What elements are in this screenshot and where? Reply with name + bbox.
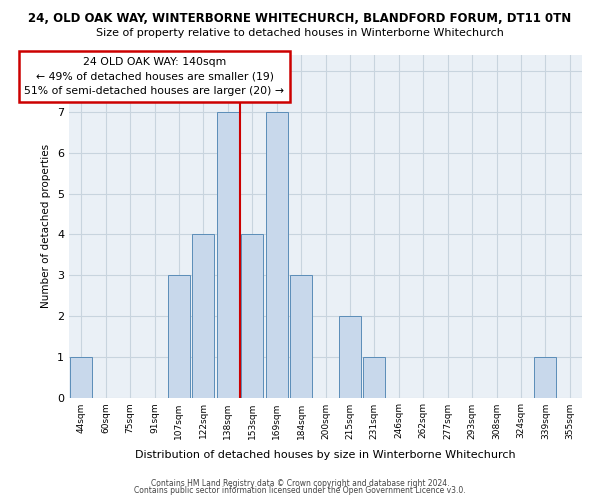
- Bar: [364, 356, 385, 398]
- Y-axis label: Number of detached properties: Number of detached properties: [41, 144, 52, 308]
- Bar: [339, 316, 361, 398]
- Text: Contains HM Land Registry data © Crown copyright and database right 2024.: Contains HM Land Registry data © Crown c…: [151, 478, 449, 488]
- Bar: [535, 356, 556, 398]
- Text: Size of property relative to detached houses in Winterborne Whitechurch: Size of property relative to detached ho…: [96, 28, 504, 38]
- Bar: [168, 275, 190, 398]
- Bar: [290, 275, 312, 398]
- Bar: [266, 112, 287, 398]
- Text: 24 OLD OAK WAY: 140sqm
← 49% of detached houses are smaller (19)
51% of semi-det: 24 OLD OAK WAY: 140sqm ← 49% of detached…: [25, 56, 284, 96]
- Bar: [193, 234, 214, 398]
- Bar: [70, 356, 92, 398]
- Text: 24, OLD OAK WAY, WINTERBORNE WHITECHURCH, BLANDFORD FORUM, DT11 0TN: 24, OLD OAK WAY, WINTERBORNE WHITECHURCH…: [28, 12, 572, 26]
- Bar: [241, 234, 263, 398]
- Bar: [217, 112, 239, 398]
- X-axis label: Distribution of detached houses by size in Winterborne Whitechurch: Distribution of detached houses by size …: [135, 450, 516, 460]
- Text: Contains public sector information licensed under the Open Government Licence v3: Contains public sector information licen…: [134, 486, 466, 495]
